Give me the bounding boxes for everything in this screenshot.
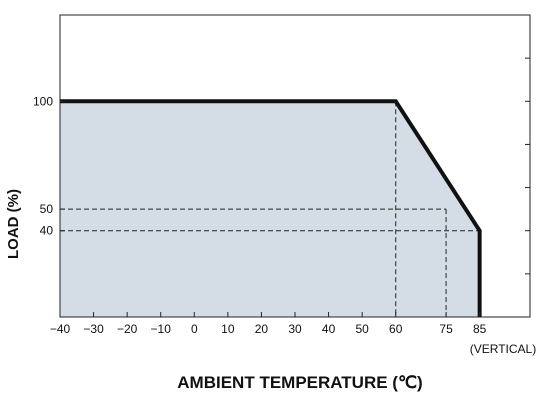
ticks-layer bbox=[59, 57, 530, 317]
x-tick-label: 20 bbox=[255, 322, 269, 336]
y-tick-label: 40 bbox=[40, 224, 54, 238]
x-tick-label: −40 bbox=[50, 322, 71, 336]
labels-layer: −40 −30 −20 −10 0 10 20 30 40 50 60 75 85 40 50 100 (VER… bbox=[5, 94, 536, 392]
x-tick-label: −30 bbox=[83, 322, 104, 336]
x-tick-label: 40 bbox=[322, 322, 336, 336]
derating-line bbox=[60, 99, 482, 317]
x-tick-label: 60 bbox=[389, 322, 403, 336]
x-tick-label: 75 bbox=[439, 322, 453, 336]
x-axis-title: AMBIENT TEMPERATURE (℃) bbox=[177, 373, 422, 392]
x-tick-label: −20 bbox=[117, 322, 138, 336]
x-tick-label: 85 bbox=[473, 322, 487, 336]
y-tick-label: 100 bbox=[33, 94, 53, 108]
x-tick-label: 30 bbox=[288, 322, 302, 336]
y-tick-label: 50 bbox=[40, 202, 54, 216]
x-tick-label: 10 bbox=[221, 322, 235, 336]
x-tick-label: −10 bbox=[151, 322, 172, 336]
guide-lines-layer bbox=[60, 101, 480, 317]
x-tick-label: 50 bbox=[355, 322, 369, 336]
derating-line-layer bbox=[60, 99, 482, 317]
x-tick-label: 0 bbox=[191, 322, 198, 336]
y-axis-title: LOAD (%) bbox=[5, 189, 22, 259]
x-axis-note: (VERTICAL) bbox=[470, 342, 536, 356]
